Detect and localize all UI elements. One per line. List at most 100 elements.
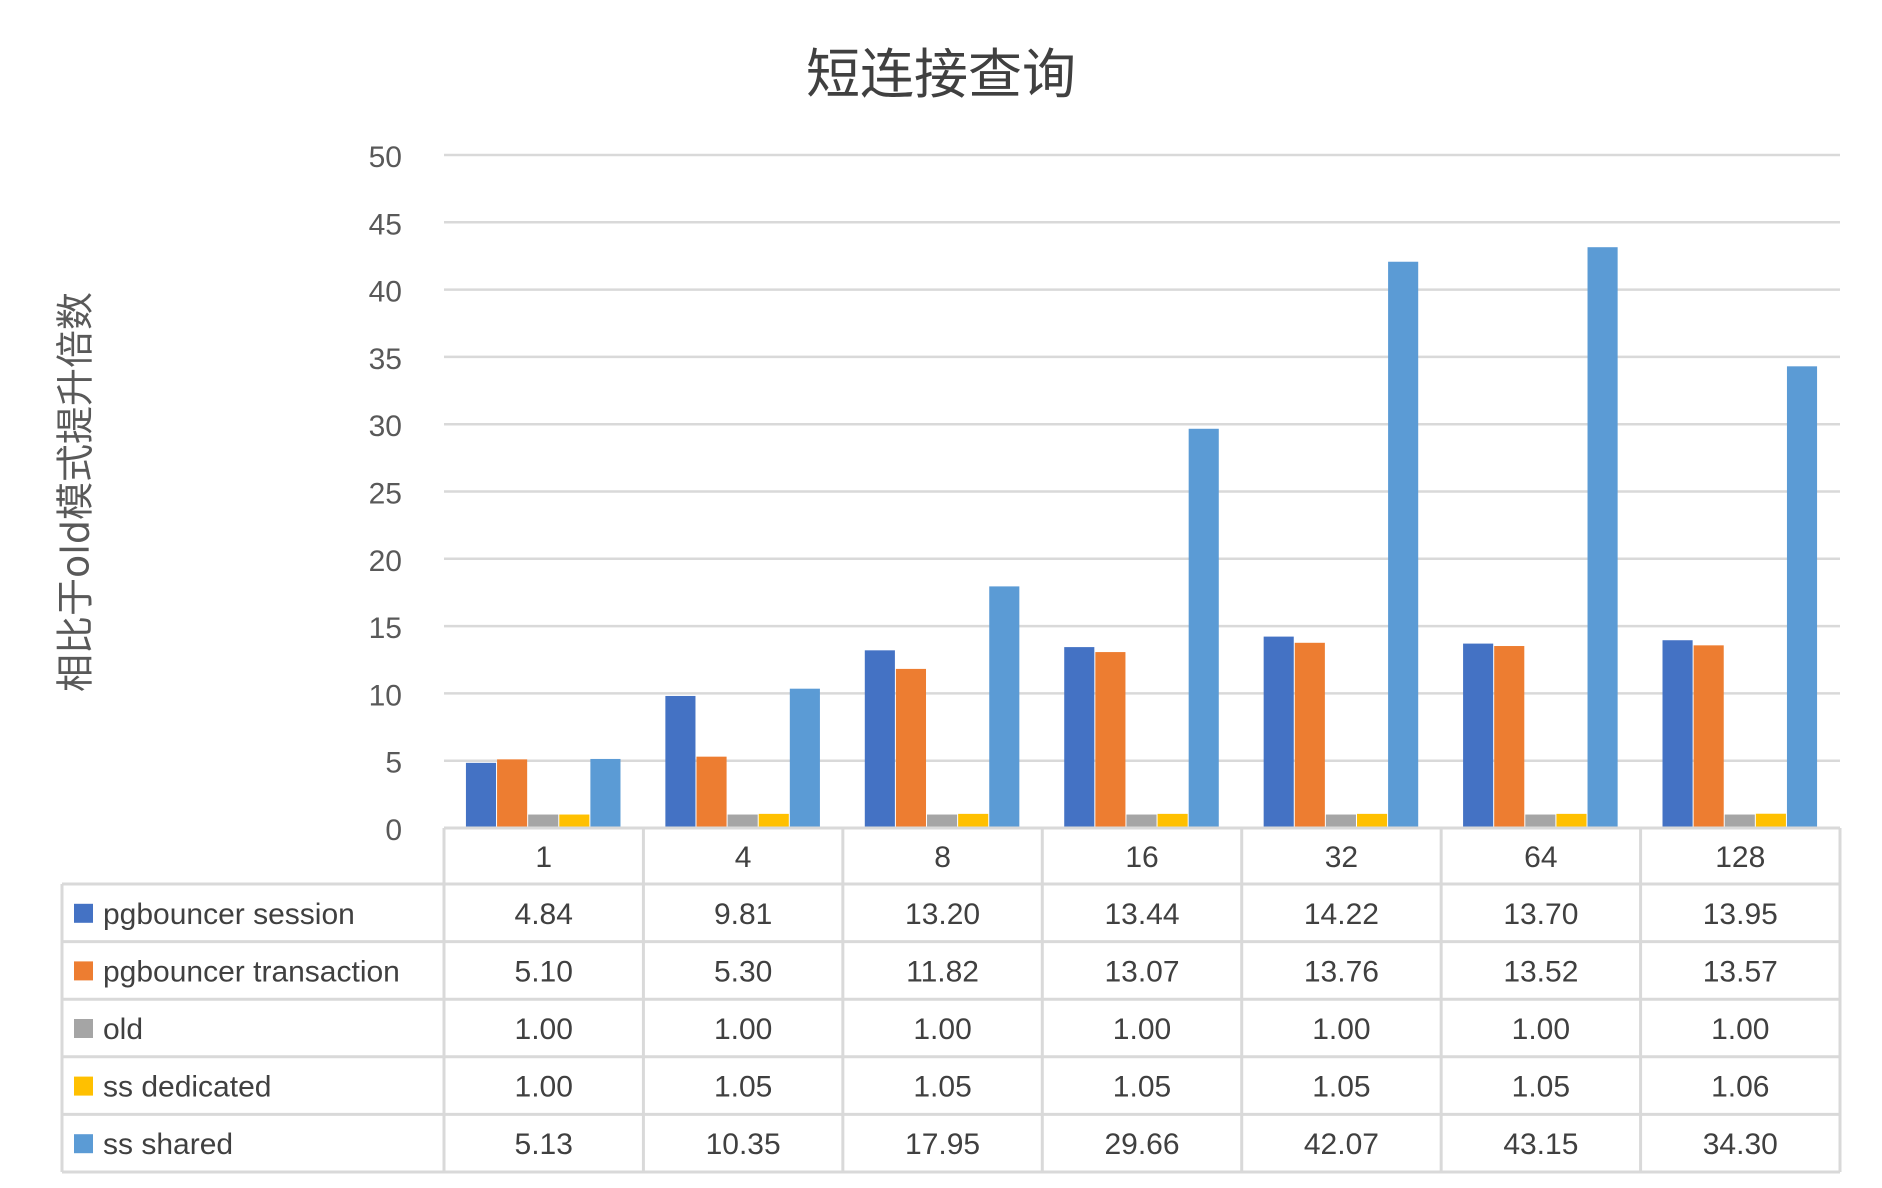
data-label: 5.30 <box>714 955 772 988</box>
data-label: 9.81 <box>714 898 772 931</box>
bar-pgbouncer-session <box>465 762 497 828</box>
data-label: 1.05 <box>913 1071 971 1104</box>
data-label: 1.00 <box>1512 1013 1570 1046</box>
bar-pgbouncer-transaction <box>895 668 927 828</box>
data-label: 13.76 <box>1304 955 1379 988</box>
legend-label: pgbouncer session <box>103 898 355 931</box>
data-label: 13.07 <box>1104 955 1179 988</box>
bar-ss-shared <box>590 758 621 828</box>
y-tick-label: 0 <box>385 814 402 847</box>
bar-ss-shared <box>1587 247 1618 829</box>
legend-label: old <box>103 1013 143 1046</box>
bar-old <box>1525 814 1556 828</box>
bar-pgbouncer-session <box>1662 640 1693 828</box>
bar-pgbouncer-session <box>864 650 895 828</box>
data-label: 13.44 <box>1104 898 1179 931</box>
x-tick-label: 64 <box>1524 841 1557 874</box>
y-tick-label: 15 <box>369 612 402 645</box>
data-label: 1.00 <box>1711 1013 1769 1046</box>
data-label: 17.95 <box>905 1128 980 1161</box>
x-tick-label: 8 <box>934 841 951 874</box>
y-tick-label: 45 <box>369 208 402 241</box>
bar-ss-dedicated <box>559 814 590 828</box>
bar-old <box>1724 814 1755 828</box>
legend-key-old <box>74 1019 93 1038</box>
data-label: 1.00 <box>1312 1013 1370 1046</box>
y-tick-label: 5 <box>385 747 402 780</box>
data-label: 14.22 <box>1304 898 1379 931</box>
x-tick-label: 1 <box>535 841 552 874</box>
data-label: 10.35 <box>706 1128 781 1161</box>
legend-key-ss-shared <box>74 1134 93 1154</box>
bar-old <box>1126 814 1157 828</box>
bar-ss-shared <box>989 586 1020 828</box>
legend-key-ss-dedicated <box>74 1076 93 1096</box>
data-label: 34.30 <box>1703 1128 1778 1161</box>
data-label: 29.66 <box>1104 1128 1179 1161</box>
bar-old <box>1325 814 1356 828</box>
bar-ss-dedicated <box>1157 813 1188 828</box>
data-label: 4.84 <box>515 898 573 931</box>
bar-ss-dedicated <box>1356 813 1388 828</box>
bar-pgbouncer-transaction <box>1693 645 1724 828</box>
bar-old <box>927 814 958 828</box>
data-label: 43.15 <box>1503 1128 1578 1161</box>
bar-old <box>528 814 559 828</box>
data-label: 11.82 <box>906 955 979 988</box>
data-label: 1.00 <box>913 1013 971 1046</box>
data-label: 13.52 <box>1503 955 1578 988</box>
data-label: 1.05 <box>714 1071 772 1104</box>
bar-ss-shared <box>789 688 820 828</box>
data-label: 1.05 <box>1312 1071 1370 1104</box>
x-tick-label: 128 <box>1715 841 1765 874</box>
bar-pgbouncer-transaction <box>1294 642 1325 828</box>
data-label: 1.05 <box>1512 1071 1570 1104</box>
data-label: 13.57 <box>1703 955 1778 988</box>
bar-pgbouncer-session <box>1463 643 1494 828</box>
y-tick-label: 30 <box>369 410 402 443</box>
data-label: 42.07 <box>1304 1128 1379 1161</box>
data-label: 1.05 <box>1113 1071 1171 1104</box>
bar-pgbouncer-transaction <box>1494 646 1525 828</box>
y-tick-label: 25 <box>369 478 402 511</box>
x-tick-label: 32 <box>1325 841 1358 874</box>
bar-pgbouncer-session <box>1263 636 1294 828</box>
data-label: 13.20 <box>905 898 980 931</box>
legend-label: pgbouncer transaction <box>103 955 400 988</box>
bar-pgbouncer-transaction <box>696 756 727 828</box>
data-label: 5.10 <box>515 955 573 988</box>
y-tick-label: 40 <box>369 276 402 309</box>
data-label: 1.00 <box>515 1071 573 1104</box>
bar-pgbouncer-session <box>1064 647 1095 828</box>
y-tick-label: 50 <box>369 141 402 174</box>
y-tick-label: 10 <box>369 679 402 712</box>
bar-old <box>727 814 758 828</box>
bar-pgbouncer-session <box>665 695 696 828</box>
bar-ss-shared <box>1388 261 1419 828</box>
bar-ss-shared <box>1188 428 1219 828</box>
bar-ss-dedicated <box>958 813 989 828</box>
data-label: 1.00 <box>515 1013 573 1046</box>
data-label: 13.95 <box>1703 898 1778 931</box>
chart-title: 短连接查询 <box>806 43 1076 106</box>
y-tick-label: 35 <box>369 343 402 376</box>
y-tick-label: 20 <box>369 545 402 578</box>
legend-key-pgbouncer-session <box>74 903 93 923</box>
bar-ss-dedicated <box>1755 813 1786 828</box>
x-tick-label: 4 <box>735 841 752 874</box>
bar-ss-shared <box>1786 366 1818 828</box>
data-label: 5.13 <box>515 1128 573 1161</box>
bar-pgbouncer-transaction <box>497 759 528 828</box>
data-label: 1.00 <box>1113 1013 1171 1046</box>
bar-pgbouncer-transaction <box>1095 652 1126 828</box>
legend-label: ss shared <box>103 1128 233 1161</box>
bar-ss-dedicated <box>1556 813 1587 828</box>
data-label: 1.00 <box>714 1013 772 1046</box>
legend-label: ss dedicated <box>103 1071 271 1104</box>
data-label: 1.06 <box>1711 1071 1769 1104</box>
legend-key-pgbouncer-transaction <box>74 961 93 981</box>
bar-ss-dedicated <box>758 813 789 828</box>
data-label: 13.70 <box>1503 898 1578 931</box>
